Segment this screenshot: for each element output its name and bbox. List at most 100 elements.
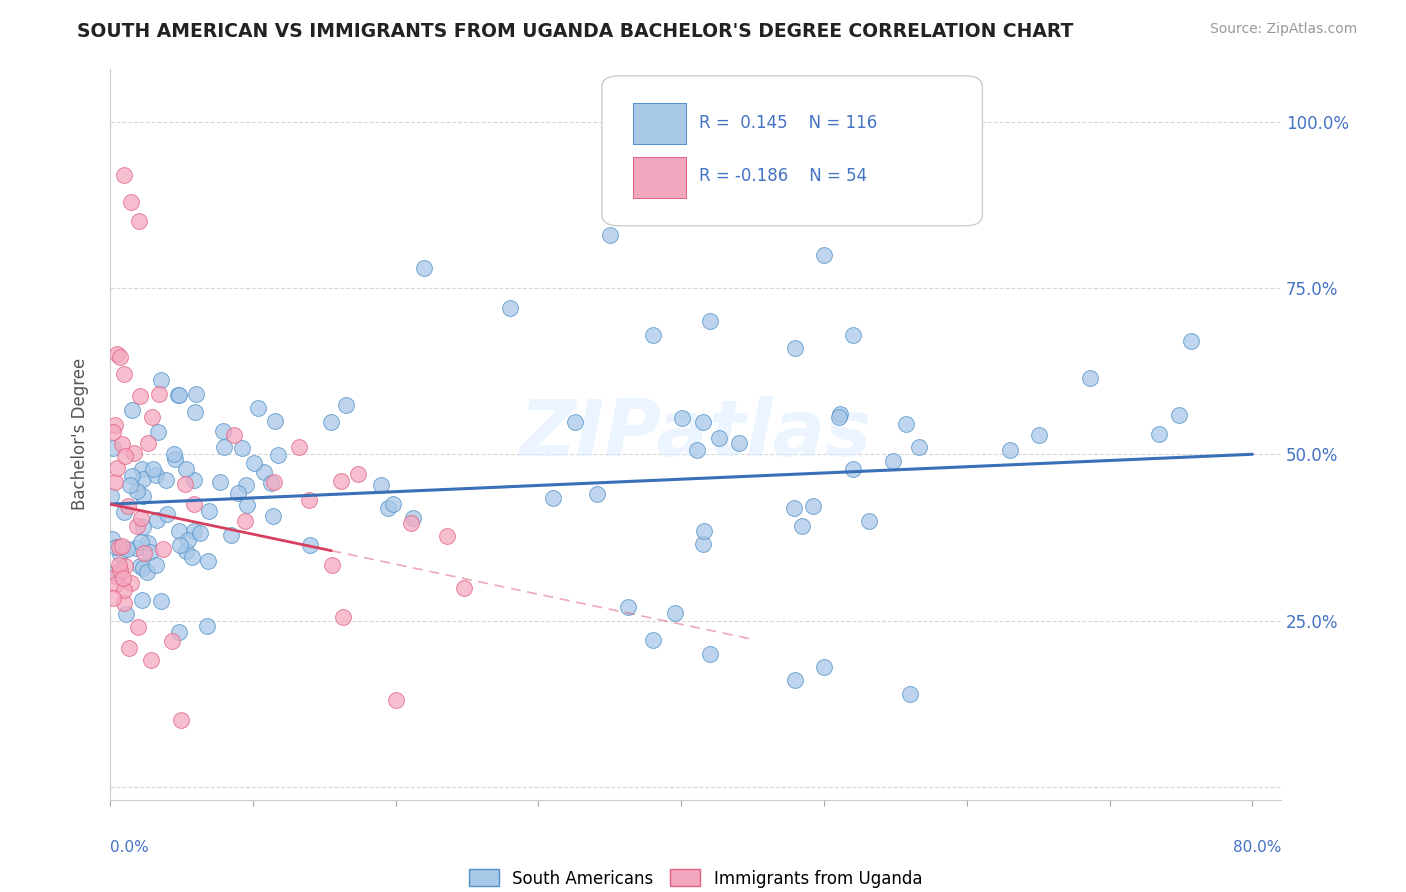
Point — [125, 541, 148, 555]
Point — [842, 462, 865, 476]
Point — [141, 410, 163, 425]
Point — [114, 607, 136, 622]
Point — [247, 401, 270, 415]
Point — [104, 417, 127, 432]
Point — [381, 497, 404, 511]
Point — [813, 248, 835, 262]
Point — [267, 448, 290, 462]
Point — [1167, 408, 1189, 422]
Point — [169, 538, 191, 552]
Point — [803, 499, 825, 513]
Point — [132, 490, 155, 504]
Point — [141, 653, 163, 667]
Point — [692, 536, 714, 550]
Point — [841, 327, 863, 342]
Bar — [634, 103, 686, 145]
Point — [402, 511, 425, 525]
Point — [263, 475, 285, 489]
Point — [103, 441, 125, 455]
Point — [148, 425, 170, 439]
Point — [370, 478, 392, 492]
Point — [858, 515, 880, 529]
Point — [499, 301, 522, 315]
Point — [699, 647, 721, 661]
Point — [131, 593, 153, 607]
Point — [330, 475, 353, 489]
FancyBboxPatch shape — [602, 76, 983, 226]
Point — [108, 547, 131, 561]
Point — [785, 673, 807, 688]
Point — [120, 477, 142, 491]
Point — [107, 558, 129, 572]
Point — [686, 442, 709, 457]
Point — [707, 431, 730, 445]
Point — [617, 600, 640, 615]
Point — [894, 417, 917, 432]
Point — [129, 535, 152, 549]
Point — [693, 524, 716, 538]
Point — [908, 441, 931, 455]
Point — [1028, 428, 1050, 442]
Point — [118, 641, 141, 656]
Point — [127, 519, 149, 533]
Point — [233, 514, 256, 528]
Point — [163, 452, 186, 467]
Point — [101, 425, 124, 440]
Point — [664, 606, 686, 620]
Point — [177, 533, 200, 547]
Point — [163, 446, 186, 460]
Point — [219, 527, 242, 541]
Point — [436, 528, 458, 542]
Point — [121, 468, 143, 483]
Point — [197, 554, 219, 568]
Point — [132, 546, 155, 560]
Point — [212, 440, 235, 454]
Point — [105, 347, 128, 361]
Point — [641, 633, 664, 648]
Point — [321, 415, 343, 429]
Point — [103, 566, 125, 580]
Point — [167, 624, 190, 639]
Point — [228, 486, 250, 500]
Point — [184, 386, 207, 401]
Point — [129, 389, 152, 403]
Point — [100, 489, 122, 503]
Point — [149, 373, 172, 387]
Point — [129, 510, 152, 524]
Point — [1078, 371, 1101, 385]
Point — [145, 558, 167, 572]
Point — [253, 466, 276, 480]
Point — [127, 620, 149, 634]
Point — [174, 544, 197, 558]
Point — [152, 542, 174, 557]
Point — [132, 472, 155, 486]
Point — [155, 474, 177, 488]
Point — [131, 462, 153, 476]
Point — [347, 467, 370, 481]
Point — [148, 387, 170, 401]
Point — [785, 341, 807, 355]
Text: 0.0%: 0.0% — [110, 840, 149, 855]
Point — [998, 442, 1021, 457]
Point — [111, 571, 134, 585]
Point — [112, 583, 135, 598]
Point — [142, 462, 165, 476]
Point — [541, 491, 564, 505]
Point — [236, 498, 259, 512]
Point — [224, 428, 246, 442]
Point — [790, 519, 813, 533]
Text: SOUTH AMERICAN VS IMMIGRANTS FROM UGANDA BACHELOR'S DEGREE CORRELATION CHART: SOUTH AMERICAN VS IMMIGRANTS FROM UGANDA… — [77, 22, 1074, 41]
Point — [183, 404, 205, 418]
Point — [728, 436, 751, 450]
Point — [122, 445, 145, 459]
Point — [243, 456, 266, 470]
Point — [828, 409, 851, 424]
Point — [332, 610, 354, 624]
Point — [188, 525, 211, 540]
Point — [335, 397, 357, 411]
Point — [299, 538, 322, 552]
Point — [399, 516, 422, 531]
Point — [453, 581, 475, 595]
Point — [195, 618, 218, 632]
Point — [105, 540, 128, 554]
